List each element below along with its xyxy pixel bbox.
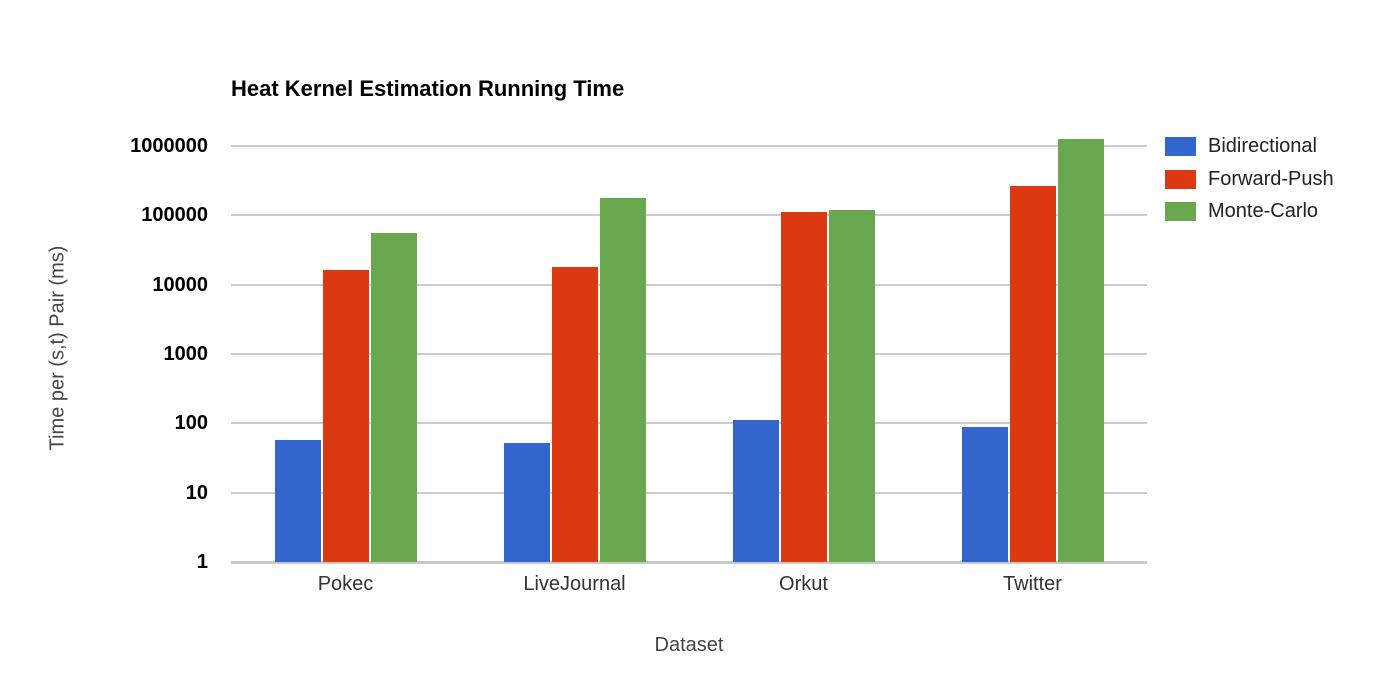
- x-category-label-livejournal: LiveJournal: [523, 573, 626, 595]
- bar-monte-carlo-pokec: [370, 232, 417, 562]
- bar-bidirectional-twitter: [961, 426, 1008, 562]
- legend: Bidirectional Forward-Push Monte-Carlo: [1165, 135, 1334, 235]
- gridline: [231, 145, 1147, 147]
- legend-swatch-forward-push: [1165, 169, 1196, 189]
- bar-bidirectional-pokec: [274, 440, 321, 562]
- bar-forward-push-livejournal: [551, 266, 598, 562]
- bar-forward-push-orkut: [780, 212, 827, 562]
- bar-bidirectional-livejournal: [503, 443, 550, 562]
- legend-item-monte-carlo: Monte-Carlo: [1165, 200, 1334, 222]
- x-category-label-orkut: Orkut: [779, 573, 828, 595]
- legend-item-forward-push: Forward-Push: [1165, 167, 1334, 190]
- plot-area: [231, 139, 1147, 564]
- y-tick-label: 10000: [152, 273, 208, 296]
- legend-label: Monte-Carlo: [1208, 200, 1319, 222]
- y-tick-label: 1: [196, 551, 208, 573]
- legend-item-bidirectional: Bidirectional: [1165, 135, 1334, 157]
- y-tick-label: 100: [174, 412, 208, 435]
- x-category-label-twitter: Twitter: [1003, 573, 1062, 595]
- gridline: [231, 283, 1147, 286]
- gridline: [231, 214, 1147, 217]
- bar-forward-push-pokec: [322, 269, 369, 562]
- y-tick-label: 10: [185, 481, 208, 504]
- y-tick-label: 1000: [163, 343, 209, 365]
- legend-swatch-bidirectional: [1165, 137, 1196, 156]
- legend-label: Forward-Push: [1208, 167, 1334, 190]
- x-axis-title: Dataset: [654, 634, 724, 656]
- legend-swatch-monte-carlo: [1165, 202, 1196, 221]
- gridline: [231, 491, 1147, 494]
- legend-label: Bidirectional: [1208, 135, 1317, 157]
- gridline: [231, 422, 1147, 425]
- y-tick-label: 100000: [141, 204, 208, 227]
- bar-monte-carlo-orkut: [828, 209, 875, 562]
- x-category-label-pokec: Pokec: [317, 573, 374, 595]
- gridline: [231, 353, 1147, 355]
- bar-bidirectional-orkut: [732, 419, 779, 562]
- bar-monte-carlo-livejournal: [599, 197, 646, 562]
- y-tick-label: 1000000: [130, 135, 208, 157]
- bar-forward-push-twitter: [1009, 185, 1056, 562]
- x-axis-baseline: [231, 561, 1147, 564]
- bar-monte-carlo-twitter: [1057, 139, 1104, 562]
- chart-title: Heat Kernel Estimation Running Time: [231, 76, 625, 101]
